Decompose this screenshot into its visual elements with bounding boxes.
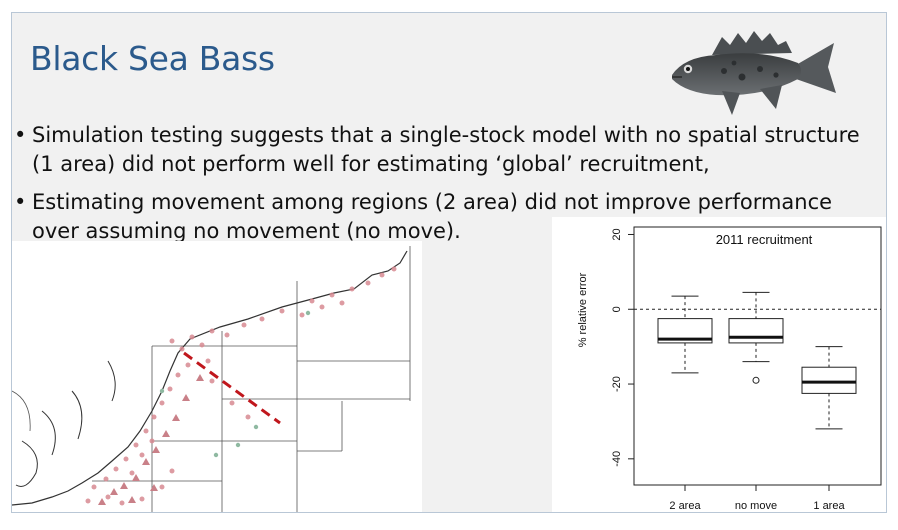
boxplot-chart: 2011 recruitment % relative error 20 0 -20… xyxy=(552,217,886,512)
plot-frame xyxy=(633,226,882,486)
bullet-list: • Simulation testing suggests that a sin… xyxy=(12,121,884,255)
x-tick-label: no move xyxy=(735,500,777,512)
bullet-marker: • xyxy=(14,190,27,214)
bullet-item-2: • Estimating movement among regions (2 a… xyxy=(12,188,884,246)
bullet-marker: • xyxy=(14,123,27,147)
y-tick-label: 0 xyxy=(611,306,623,312)
survey-map xyxy=(12,241,422,512)
y-tick-label: 20 xyxy=(611,228,623,240)
box-3 xyxy=(801,366,857,394)
bullet-item-1: • Simulation testing suggests that a sin… xyxy=(12,121,884,179)
bullet-text-2: Estimating movement among regions (2 are… xyxy=(32,190,833,243)
x-tick-label: 2 area xyxy=(669,500,701,512)
y-tick-label: -40 xyxy=(611,451,623,467)
x-tick-label: 1 area xyxy=(813,500,845,512)
fish-illustration xyxy=(672,31,836,115)
plot-area: 20 0 -20 -40 2 area no move 1 area xyxy=(611,226,882,512)
slide: Black Sea Bass • Simulation te xyxy=(11,12,887,513)
chart-title: 2011 recruitment xyxy=(716,232,813,247)
slide-title: Black Sea Bass xyxy=(30,39,275,78)
y-tick-label: -20 xyxy=(611,376,623,392)
bullet-text-1: Simulation testing suggests that a singl… xyxy=(32,123,860,176)
outlier-point xyxy=(752,376,760,384)
box-2 xyxy=(728,318,784,344)
y-axis-label: % relative error xyxy=(577,272,589,347)
